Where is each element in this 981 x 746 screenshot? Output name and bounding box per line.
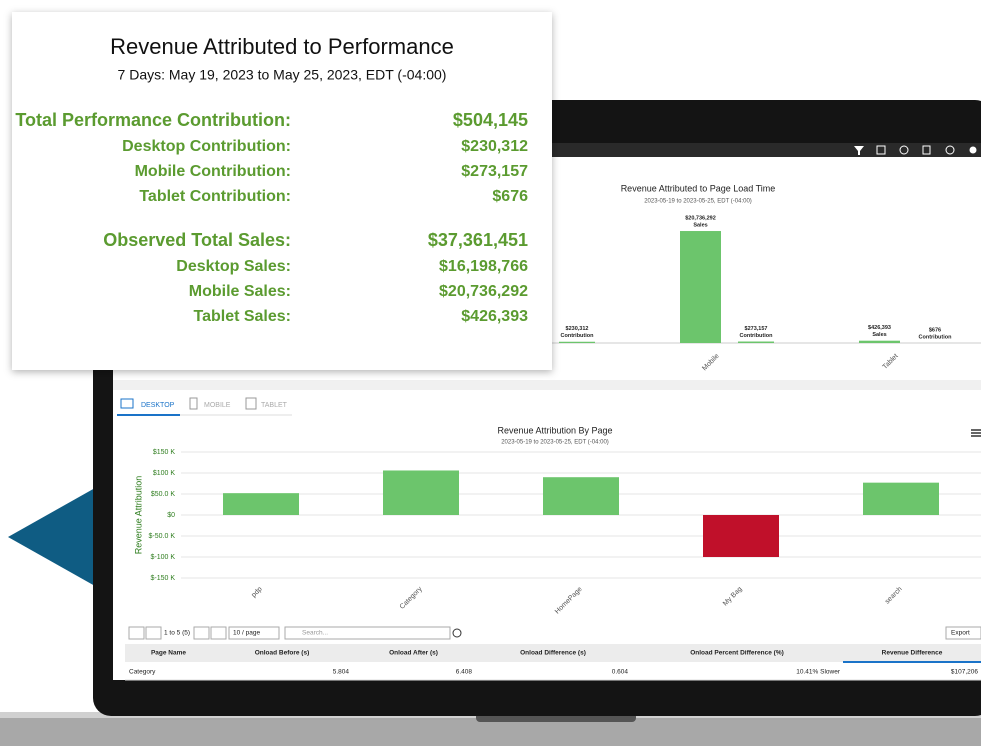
table-cell: 6.408 xyxy=(456,669,473,676)
data-label: $426,393 xyxy=(868,325,891,331)
export-text: Export xyxy=(951,630,970,637)
column-header[interactable]: Onload Percent Difference (%) xyxy=(690,650,784,657)
help-icon[interactable] xyxy=(945,145,955,155)
y-tick-label: $150 K xyxy=(153,449,176,456)
toolbar-icons xyxy=(854,145,977,155)
table-cell: 10.41% Slower xyxy=(796,669,841,676)
help-icon xyxy=(452,628,462,638)
summary-card xyxy=(12,12,552,370)
y-tick-label: $100 K xyxy=(153,470,176,477)
table-cell: 0.604 xyxy=(612,669,629,676)
series-label: Sales xyxy=(693,222,707,228)
page-size[interactable] xyxy=(228,626,280,640)
summary-label: Desktop Sales: xyxy=(176,258,291,275)
settings-icon[interactable] xyxy=(969,146,977,154)
chart-title: Revenue Attribution By Page xyxy=(497,425,612,435)
pager xyxy=(128,626,981,640)
column-header[interactable]: Page Name xyxy=(151,650,186,657)
y-tick-label: $0 xyxy=(167,512,175,519)
card-subtitle: 7 Days: May 19, 2023 to May 25, 2023, ED… xyxy=(118,67,447,83)
summary-value: $20,736,292 xyxy=(439,283,528,300)
y-tick-label: $-50.0 K xyxy=(149,533,176,540)
search-placeholder: Search... xyxy=(302,630,328,637)
first-page[interactable] xyxy=(128,626,145,640)
tab[interactable]: DESKTOP xyxy=(141,402,175,409)
tablet-icon xyxy=(245,397,257,410)
desktop-icon xyxy=(120,398,134,409)
series-label: Contribution xyxy=(919,334,953,340)
data-label: $230,312 xyxy=(566,326,589,332)
summary-value: $37,361,451 xyxy=(428,230,528,250)
table-cell: $107,206 xyxy=(951,669,978,676)
series-label: Contribution xyxy=(561,333,595,339)
series-label: Sales xyxy=(872,332,886,338)
column-header[interactable]: Onload Before (s) xyxy=(255,650,310,657)
summary-label: Tablet Sales: xyxy=(193,308,291,325)
fullscreen-icon[interactable] xyxy=(876,145,886,155)
card-title: Revenue Attributed to Performance xyxy=(110,34,454,59)
summary-value: $426,393 xyxy=(461,308,528,325)
tab[interactable]: MOBILE xyxy=(204,402,231,409)
y-tick-label: $-100 K xyxy=(150,554,175,561)
data-label: $273,157 xyxy=(745,326,768,332)
table-cell: 5.804 xyxy=(333,669,350,676)
bar xyxy=(859,340,900,343)
column-header[interactable]: Onload After (s) xyxy=(389,650,438,657)
summary: Revenue Attributed to Performance 7 Days:… xyxy=(15,34,528,325)
export-button[interactable] xyxy=(945,626,981,640)
chart-subtitle: 2023-05-19 to 2023-05-25, EDT (-04:00) xyxy=(644,199,752,205)
decor-triangle xyxy=(8,488,95,586)
tab[interactable]: TABLET xyxy=(261,402,288,409)
bar xyxy=(738,341,774,343)
bar xyxy=(383,470,459,515)
doc-icon[interactable] xyxy=(922,145,931,155)
filter-icon[interactable] xyxy=(854,146,864,155)
search-box[interactable] xyxy=(284,626,451,640)
prev-page[interactable] xyxy=(145,626,162,640)
pager-text: 1 to 5 (5) xyxy=(164,630,190,637)
data-label: $20,736,292 xyxy=(685,215,716,221)
summary-label: Mobile Sales: xyxy=(189,283,291,300)
page-size-text: 10 / page xyxy=(233,630,260,637)
bar xyxy=(559,341,595,343)
data-label: $676 xyxy=(929,327,941,333)
column-header[interactable]: Revenue Difference xyxy=(882,650,943,657)
charts: Revenue Attributed to Page Load Time 2023… xyxy=(113,183,981,676)
y-tick-label: $50.0 K xyxy=(151,491,175,498)
summary-value: $273,157 xyxy=(461,163,528,180)
chart-title: Revenue Attributed to Page Load Time xyxy=(621,183,776,193)
contrast-icon[interactable] xyxy=(899,145,909,155)
panel-gap xyxy=(113,380,981,390)
mobile-icon xyxy=(189,397,198,410)
table-cell: Category xyxy=(129,669,156,676)
bar xyxy=(543,477,619,515)
bar xyxy=(223,493,299,515)
table-header-bg xyxy=(125,644,981,662)
summary-value: $504,145 xyxy=(453,110,528,130)
summary-value: $230,312 xyxy=(461,138,528,155)
column-header[interactable]: Onload Difference (s) xyxy=(520,650,586,657)
bar xyxy=(863,482,939,515)
bar xyxy=(703,515,779,557)
summary-value: $16,198,766 xyxy=(439,258,528,275)
summary-label: Desktop Contribution: xyxy=(122,138,291,155)
y-axis-label: Revenue Attribution xyxy=(133,476,143,555)
menu-icon[interactable] xyxy=(971,429,981,437)
next-page[interactable] xyxy=(193,626,210,640)
chart-subtitle: 2023-05-19 to 2023-05-25, EDT (-04:00) xyxy=(501,440,609,446)
summary-label: Tablet Contribution: xyxy=(139,188,291,205)
last-page[interactable] xyxy=(210,626,227,640)
summary-label: Observed Total Sales: xyxy=(103,230,291,250)
summary-value: $676 xyxy=(492,188,528,205)
summary-label: Mobile Contribution: xyxy=(135,163,291,180)
summary-label: Total Performance Contribution: xyxy=(15,110,291,130)
bar xyxy=(680,231,721,343)
series-label: Contribution xyxy=(740,333,774,339)
y-tick-label: $-150 K xyxy=(150,575,175,582)
